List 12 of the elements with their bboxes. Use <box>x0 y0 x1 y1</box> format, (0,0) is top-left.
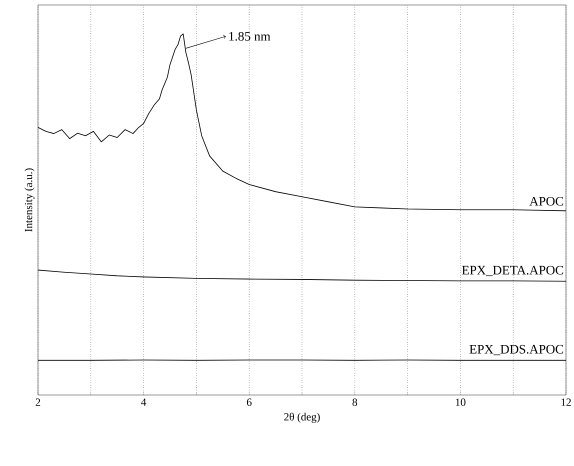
series-label: APOC <box>529 196 564 206</box>
x-tick-label: 10 <box>456 398 466 406</box>
x-axis-title: 2θ (deg) <box>284 412 320 423</box>
y-axis-title: Intensity (a.u.) <box>24 168 34 232</box>
x-tick-label: 4 <box>141 398 146 406</box>
series-label: EPX_DETA.APOC <box>462 266 564 276</box>
x-tick-label: 2 <box>36 398 40 406</box>
series-label: EPX_DDS.APOC <box>470 344 564 356</box>
x-tick-label: 8 <box>352 398 358 406</box>
x-tick-label: 6 <box>246 398 252 406</box>
annotation: 1.85 nm <box>229 32 270 41</box>
x-tick-label: 12 <box>561 398 571 406</box>
